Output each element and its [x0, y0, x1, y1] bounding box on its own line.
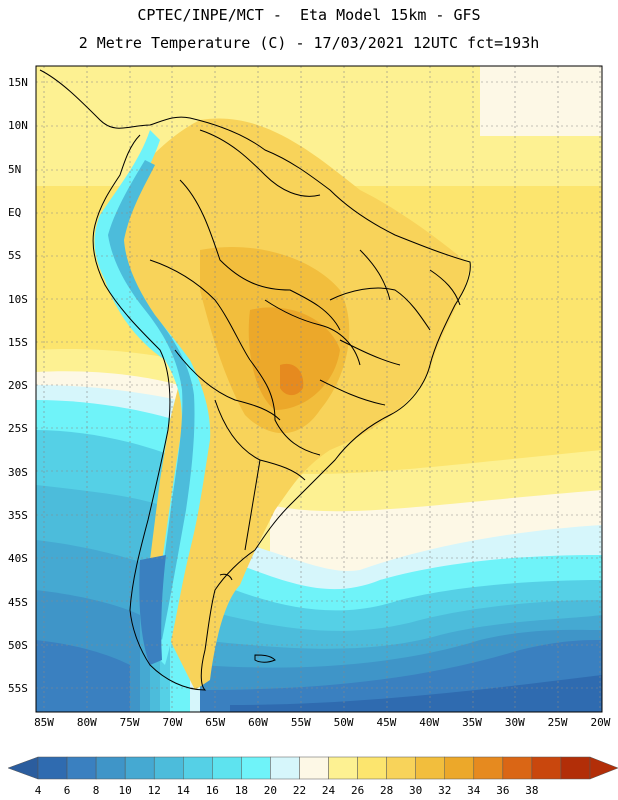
lon-label: 75W	[119, 716, 140, 729]
colorbar-tick-label: 22	[292, 784, 307, 797]
map-frame	[35, 65, 603, 713]
colorbar-tick-label: 8	[92, 784, 100, 797]
lat-label: 5N	[8, 162, 22, 176]
lat-label: 30S	[8, 465, 28, 479]
colorbar-box	[124, 756, 155, 780]
colorbar-box	[183, 756, 213, 780]
colorbar-tick-label: 12	[147, 784, 161, 797]
colorbar-box	[531, 756, 562, 780]
lat-label: 25S	[8, 422, 28, 436]
lon-label: 20W	[590, 716, 611, 729]
coastline-and-borders	[39, 69, 471, 691]
colorbar-tick-label: 24	[321, 784, 336, 797]
colorbar-tick-label: 34	[467, 784, 481, 797]
colorbar-box	[270, 756, 300, 780]
lat-label: 10N	[8, 119, 28, 133]
lat-label: 15N	[8, 76, 28, 89]
colorbar-box	[386, 756, 416, 780]
lon-label: 70W	[162, 716, 183, 729]
colorbar-boxes	[37, 756, 591, 780]
lon-label: 30W	[504, 716, 525, 729]
colorbar-box	[299, 756, 329, 780]
colorbar-tick-label: 20	[263, 784, 278, 797]
colorbar-box	[415, 756, 445, 780]
lat-lon-grid	[36, 66, 602, 712]
lon-label: 60W	[248, 716, 268, 729]
lat-label: 45S	[8, 595, 28, 609]
colorbar-tick-label: 10	[118, 784, 132, 797]
lon-label: 65W	[205, 716, 226, 729]
lat-label: 5S	[8, 249, 22, 263]
lon-label: 55W	[290, 716, 311, 729]
colorbar-box	[357, 756, 387, 780]
colorbar-tick-label: 32	[438, 784, 452, 797]
colorbar-tick-label: 4	[34, 784, 42, 797]
lon-label: 45W	[376, 716, 397, 729]
colorbar	[7, 756, 618, 780]
lat-label: 35S	[8, 509, 28, 522]
colorbar-box	[473, 756, 504, 780]
colorbar-box	[37, 756, 68, 780]
colorbar-tick-label: 38	[525, 784, 539, 797]
colorbar-box	[328, 756, 358, 780]
colorbar-over-arrow	[589, 756, 618, 780]
lon-label: 50W	[333, 716, 354, 729]
colorbar-tick-label: 14	[176, 784, 190, 797]
lon-label: 35W	[462, 716, 482, 729]
colorbar-tick-label: 28	[380, 784, 394, 797]
colorbar-box	[502, 756, 533, 780]
colorbar-box	[95, 756, 126, 780]
colorbar-tick-label: 16	[205, 784, 219, 797]
lat-label: 15S	[8, 335, 28, 349]
map-title: CPTEC/INPE/MCT - Eta Model 15km - GFS	[137, 6, 481, 24]
lat-label: 55S	[8, 682, 28, 696]
colorbar-box	[241, 756, 271, 780]
colorbar-tick-label: 6	[63, 784, 71, 797]
colorbar-tick-label: 36	[496, 784, 510, 797]
colorbar-box	[444, 756, 475, 780]
colorbar-box	[212, 756, 242, 780]
colorbar-under-arrow	[7, 756, 39, 780]
lat-label: 40S	[8, 552, 28, 566]
lon-label: 40W	[419, 716, 440, 729]
map-subtitle: 2 Metre Temperature (C) - 17/03/2021 12U…	[78, 34, 540, 52]
colorbar-box	[560, 756, 591, 780]
temperature-field	[36, 66, 602, 712]
lon-label: 25W	[547, 716, 568, 729]
colorbar-box	[66, 756, 97, 780]
lat-label: 50S	[8, 638, 28, 652]
colorbar-tick-label: 26	[350, 784, 365, 797]
lat-label: 10S	[8, 292, 28, 306]
colorbar-tick-label: 18	[234, 784, 248, 797]
lon-label: 80W	[76, 716, 97, 729]
lon-label: 85W	[34, 716, 54, 729]
colorbar-box	[153, 756, 184, 780]
lat-label: 20S	[8, 379, 28, 393]
colorbar-tick-label: 30	[409, 784, 423, 797]
lat-label: EQ	[8, 205, 22, 219]
